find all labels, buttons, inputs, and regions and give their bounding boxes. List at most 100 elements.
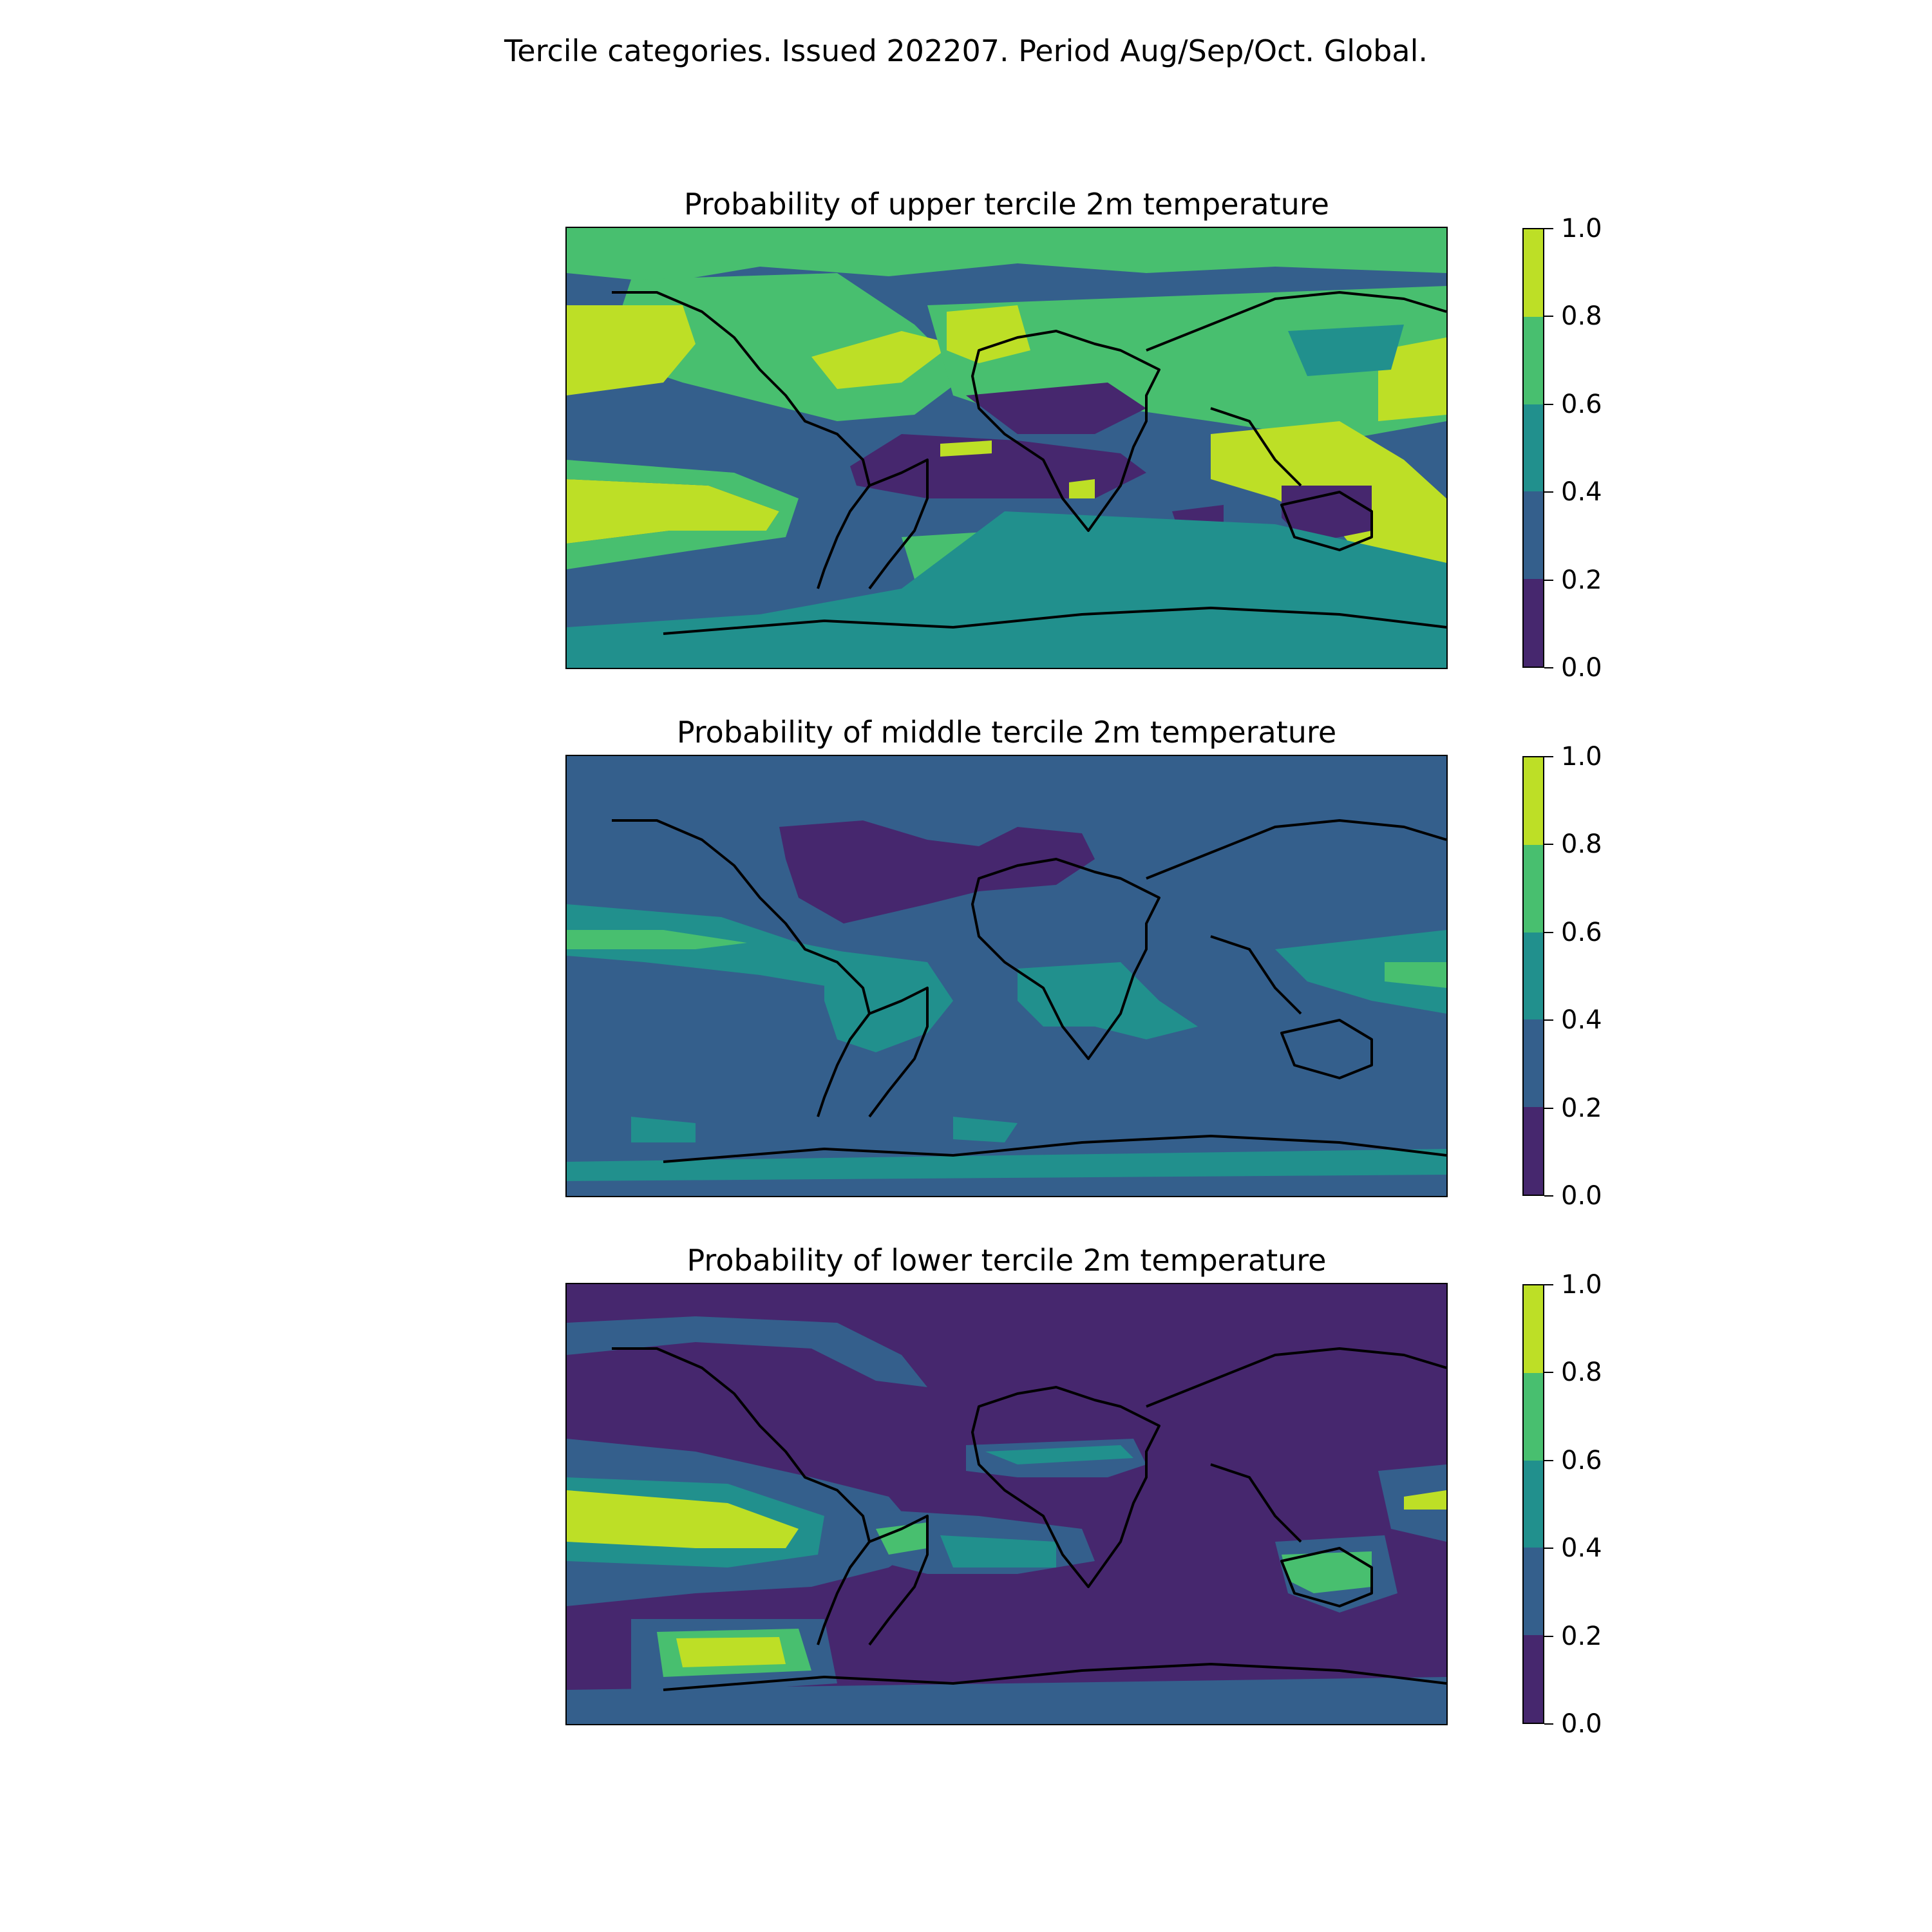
field-region bbox=[567, 904, 902, 994]
colorbar-tick-label: 0.2 bbox=[1561, 1622, 1602, 1651]
field-region bbox=[631, 1117, 696, 1142]
coastline bbox=[971, 858, 1160, 1060]
coastline bbox=[971, 1386, 1160, 1588]
colorbar-tick bbox=[1544, 844, 1553, 845]
colorbar-band bbox=[1524, 316, 1543, 404]
colorbar-tick-label: 0.6 bbox=[1561, 390, 1602, 419]
field-region bbox=[1018, 962, 1198, 1039]
field-region bbox=[779, 820, 1095, 923]
field-region bbox=[567, 1677, 1446, 1724]
colorbar-tick-label: 0.6 bbox=[1561, 918, 1602, 947]
coastline bbox=[612, 819, 871, 1117]
coastline bbox=[663, 607, 1446, 635]
colorbar-tick bbox=[1544, 932, 1553, 933]
colorbar-tick-label: 0.2 bbox=[1561, 1094, 1602, 1123]
field-region bbox=[940, 440, 992, 457]
panel-title-middle: Probability of middle tercile 2m tempera… bbox=[676, 715, 1337, 750]
colorbar-tick bbox=[1544, 491, 1553, 493]
colorbar-tick-label: 0.8 bbox=[1561, 1358, 1602, 1387]
panel-middle-tercile: Probability of middle tercile 2m tempera… bbox=[0, 715, 1932, 1243]
panel-upper-tercile: Probability of upper tercile 2m temperat… bbox=[0, 187, 1932, 715]
panel-title-lower: Probability of lower tercile 2m temperat… bbox=[687, 1243, 1327, 1278]
field-region bbox=[947, 305, 1030, 363]
coastline bbox=[663, 1135, 1446, 1163]
colorbar-band bbox=[1524, 491, 1543, 580]
coastline bbox=[1210, 407, 1302, 487]
coastline bbox=[971, 330, 1160, 532]
colorbar-tick-label: 0.0 bbox=[1561, 1181, 1602, 1211]
field-region bbox=[966, 383, 1146, 434]
field-region bbox=[567, 1175, 1446, 1196]
colorbar-band bbox=[1524, 1019, 1543, 1108]
colorbar-tick bbox=[1544, 228, 1553, 229]
field-region bbox=[1275, 930, 1446, 1014]
colorbar-tick bbox=[1544, 316, 1553, 317]
colorbar-band bbox=[1524, 1372, 1543, 1461]
colorbar-tick bbox=[1544, 1723, 1553, 1725]
colorbar-lower bbox=[1522, 1284, 1544, 1724]
coastline bbox=[612, 1347, 871, 1645]
colorbar-band bbox=[1524, 1107, 1543, 1195]
coastline bbox=[868, 1515, 929, 1646]
colorbar-tick-label: 1.0 bbox=[1561, 214, 1602, 243]
colorbar-band bbox=[1524, 1460, 1543, 1548]
coastline bbox=[1280, 1547, 1373, 1607]
field-region bbox=[811, 331, 953, 389]
colorbar-band bbox=[1524, 932, 1543, 1020]
field-region bbox=[676, 1637, 786, 1667]
colorbar-tick bbox=[1544, 1548, 1553, 1549]
colorbar-tick-label: 0.0 bbox=[1561, 1709, 1602, 1739]
colorbar-tick-label: 0.4 bbox=[1561, 477, 1602, 507]
map-lower-tercile bbox=[565, 1283, 1448, 1725]
colorbar-tick bbox=[1544, 1284, 1553, 1285]
colorbar-band bbox=[1524, 844, 1543, 933]
colorbar-band bbox=[1524, 757, 1543, 845]
colorbar-tick-label: 0.6 bbox=[1561, 1446, 1602, 1475]
coastline bbox=[612, 291, 871, 589]
field-region bbox=[1069, 479, 1095, 498]
colorbar-band bbox=[1524, 579, 1543, 667]
colorbar-tick bbox=[1544, 1460, 1553, 1461]
colorbar-tick bbox=[1544, 404, 1553, 405]
coastline bbox=[663, 1663, 1446, 1691]
field-region bbox=[567, 511, 1446, 668]
colorbar-upper bbox=[1522, 228, 1544, 668]
colorbar-band bbox=[1524, 1285, 1543, 1373]
field-region bbox=[953, 1117, 1018, 1142]
colorbar-tick-label: 0.0 bbox=[1561, 653, 1602, 683]
field-region bbox=[567, 228, 1446, 283]
colorbar-tick bbox=[1544, 1636, 1553, 1637]
field-region bbox=[824, 949, 953, 1052]
field-region bbox=[567, 1490, 799, 1548]
colorbar-tick bbox=[1544, 1019, 1553, 1021]
colorbar-tick-label: 1.0 bbox=[1561, 742, 1602, 772]
colorbar-tick bbox=[1544, 1372, 1553, 1373]
coastline bbox=[1280, 1019, 1373, 1079]
colorbar-band bbox=[1524, 404, 1543, 492]
field-region bbox=[567, 930, 747, 949]
colorbar-middle bbox=[1522, 756, 1544, 1196]
field-region bbox=[1404, 1490, 1446, 1510]
colorbar-tick bbox=[1544, 667, 1553, 668]
coastline bbox=[1146, 1347, 1446, 1408]
coastline bbox=[868, 459, 929, 590]
map-upper-tercile bbox=[565, 227, 1448, 669]
coastline bbox=[1146, 291, 1446, 352]
colorbar-tick-label: 0.4 bbox=[1561, 1533, 1602, 1563]
colorbar-tick-label: 0.2 bbox=[1561, 565, 1602, 595]
colorbar-tick bbox=[1544, 1108, 1553, 1109]
field-region bbox=[876, 1522, 927, 1555]
field-region bbox=[1288, 325, 1404, 376]
colorbar-tick-label: 0.4 bbox=[1561, 1005, 1602, 1035]
field-region bbox=[567, 479, 779, 544]
field-region bbox=[567, 460, 799, 569]
colorbar-band bbox=[1524, 1548, 1543, 1636]
panel-title-upper: Probability of upper tercile 2m temperat… bbox=[684, 187, 1329, 222]
coastline bbox=[868, 987, 929, 1118]
coastline bbox=[1210, 1463, 1302, 1543]
field-region bbox=[1378, 337, 1446, 421]
field-region bbox=[567, 305, 696, 395]
colorbar-tick-label: 0.8 bbox=[1561, 301, 1602, 331]
coastline bbox=[1280, 491, 1373, 551]
field-region bbox=[940, 1535, 1056, 1567]
